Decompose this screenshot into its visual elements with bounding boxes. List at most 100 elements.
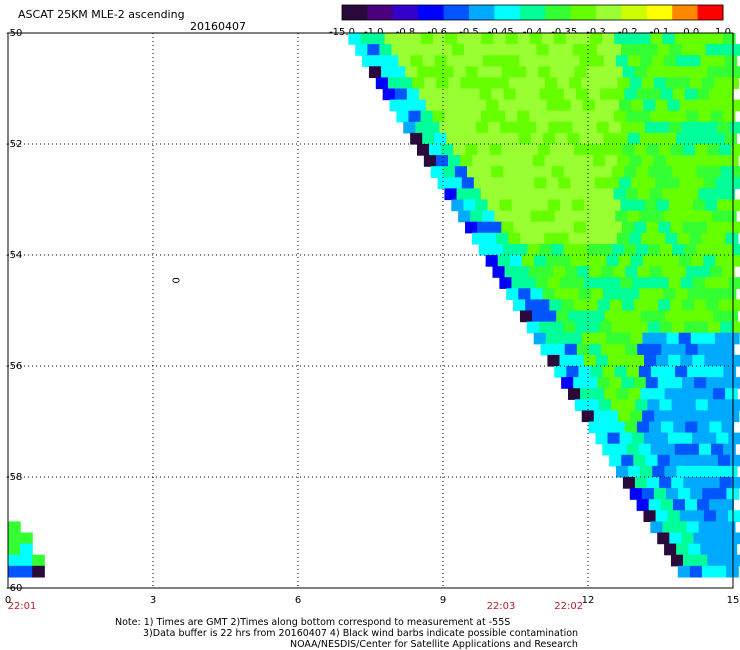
swath-cell	[417, 66, 430, 78]
swath-cell	[582, 332, 595, 345]
swath-cell	[570, 177, 584, 189]
swath-cell	[613, 343, 626, 356]
swath-cell	[728, 510, 740, 522]
swath-cell	[683, 399, 697, 411]
swath-cell	[643, 510, 657, 522]
swath-cell	[653, 232, 666, 245]
swath-cell	[496, 77, 510, 90]
swath-cell	[712, 55, 726, 67]
swath-cell	[637, 343, 650, 356]
swath-cell	[705, 454, 719, 467]
swath-cell	[413, 99, 427, 112]
swath-cell	[500, 44, 513, 56]
swath-cell	[666, 255, 680, 267]
swath-cell	[575, 321, 588, 334]
swath-cell	[596, 277, 609, 289]
swath-cell	[535, 199, 549, 212]
swath-cell	[548, 121, 561, 134]
swath-cell	[692, 199, 706, 212]
swath-cell	[711, 366, 725, 378]
swath-cell	[605, 155, 618, 167]
swath-cell	[577, 188, 591, 201]
swath-cell	[717, 532, 731, 545]
swath-cell	[611, 399, 624, 411]
swath-cell	[683, 554, 696, 567]
swath-cell	[671, 477, 684, 489]
swath-cell	[658, 221, 672, 234]
swath-cell	[598, 144, 611, 156]
swath-cell	[712, 132, 725, 145]
swath-cell	[586, 399, 600, 411]
swath-cell	[637, 266, 651, 278]
swath-cell	[432, 110, 446, 123]
swath-cell	[654, 255, 668, 267]
swath-cell	[449, 177, 463, 189]
footer-note-3: NOAA/NESDIS/Center for Satellite Applica…	[290, 639, 578, 650]
swath-cell	[605, 77, 619, 90]
swath-cell	[674, 33, 688, 45]
swath-cell	[650, 110, 663, 123]
swath-cell	[528, 266, 542, 278]
swath-cell	[532, 232, 546, 245]
swath-cell	[470, 55, 484, 67]
swath-cell	[584, 121, 598, 134]
swath-cell	[546, 177, 560, 189]
swath-cell	[692, 354, 706, 367]
swath-cell	[676, 55, 689, 67]
swath-cell	[667, 99, 681, 112]
swath-cell	[697, 421, 711, 434]
swath-cell	[664, 465, 678, 478]
swath-cell	[618, 177, 632, 189]
swath-cell	[526, 321, 540, 334]
swath-cell	[518, 210, 532, 223]
swath-cell	[442, 166, 456, 178]
swath-cell	[718, 221, 732, 234]
swath-cell	[468, 188, 482, 201]
swath-cell	[622, 477, 636, 489]
swath-cell	[653, 155, 667, 167]
swath-cell	[697, 499, 710, 511]
swath-cell	[658, 299, 671, 312]
swath-cell	[571, 277, 585, 289]
swath-cell	[513, 221, 527, 234]
swath-cell	[544, 310, 557, 323]
swath-cell	[732, 166, 740, 178]
swath-cell	[582, 99, 596, 112]
swath-cell	[662, 521, 676, 534]
time-label: 22:01	[8, 601, 37, 612]
swath-cell	[605, 410, 619, 423]
swath-cell	[441, 66, 455, 78]
swath-cell	[589, 110, 603, 123]
swath-cell	[683, 477, 696, 489]
swath-cell	[712, 465, 726, 478]
swath-cell	[416, 144, 430, 156]
swath-cell	[483, 232, 497, 245]
swath-cell	[532, 77, 546, 90]
swath-cell	[607, 432, 621, 445]
swath-cell	[441, 144, 454, 156]
swath-cell	[646, 144, 660, 156]
swath-cell	[20, 543, 33, 556]
swath-cell	[622, 221, 635, 234]
swath-cell	[716, 432, 729, 445]
swath-cell	[688, 388, 702, 400]
swath-cell	[529, 33, 543, 45]
swath-cell	[708, 88, 722, 101]
swath-cell	[539, 243, 552, 256]
swath-cell	[664, 55, 677, 67]
swath-cell	[720, 243, 734, 256]
swath-cell	[627, 288, 640, 300]
swath-cell	[602, 443, 615, 456]
swath-cell	[615, 210, 628, 223]
swath-cell	[666, 332, 680, 345]
swath-cell	[540, 266, 554, 278]
swath-cell	[658, 66, 672, 78]
swath-cell	[458, 210, 471, 223]
swath-cell	[589, 188, 603, 201]
swath-cell	[689, 310, 702, 323]
swath-cell	[437, 177, 451, 189]
swath-cell	[393, 66, 406, 78]
swath-cell	[724, 210, 737, 223]
swath-cell	[689, 232, 703, 245]
swath-cell	[406, 88, 420, 101]
